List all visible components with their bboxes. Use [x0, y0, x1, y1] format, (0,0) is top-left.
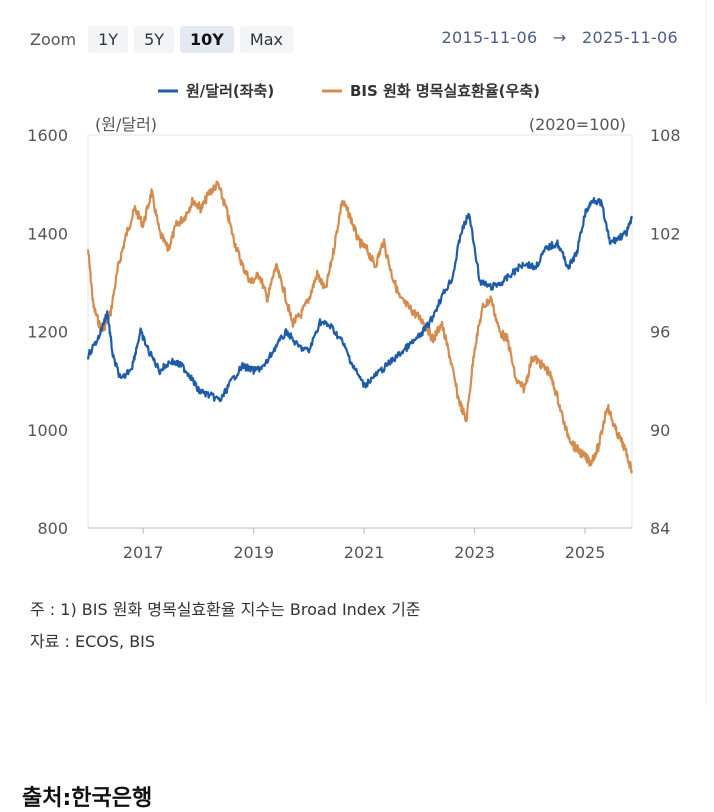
left-axis-ticks: 1600 1400 1200 1000 800 [27, 126, 68, 538]
x-tick-label: 2021 [344, 543, 385, 562]
range-end[interactable]: 2025-11-06 [582, 28, 678, 47]
plot-frame [87, 134, 633, 529]
source-caption: 출처:한국은행 [22, 786, 153, 811]
right-axis-ticks: 108 102 96 90 84 [650, 126, 681, 538]
chart-panel: Zoom 1Y 5Y 10Y Max 2015-11-06 → 2025-11-… [27, 0, 707, 705]
right-axis-unit: (2020=100) [529, 115, 626, 134]
line-chart: 원/달러(좌축) BIS 원화 명목실효환율(우축) (원/달러) (2020=… [27, 82, 681, 562]
left-axis-unit: (원/달러) [95, 115, 157, 134]
right-tick-label: 108 [650, 126, 681, 145]
right-tick-label: 84 [650, 519, 670, 538]
right-tick-label: 102 [650, 224, 681, 243]
zoom-1y-button[interactable]: 1Y [88, 25, 129, 53]
x-tick-label: 2023 [454, 543, 495, 562]
x-axis-ticks: 2017 2019 2021 2023 2025 [123, 528, 606, 562]
x-tick-label: 2025 [565, 543, 606, 562]
grid-lines [87, 134, 633, 529]
range-arrow: → [552, 28, 567, 47]
right-tick-label: 90 [650, 421, 670, 440]
data-source-note: 자료 : ECOS, BIS [30, 632, 156, 651]
right-tick-label: 96 [650, 323, 670, 342]
x-tick-label: 2019 [233, 543, 274, 562]
chart-legend: 원/달러(좌축) BIS 원화 명목실효환율(우축) [158, 82, 540, 100]
left-tick-label: 1000 [27, 421, 68, 440]
series-lines [86, 180, 634, 474]
footnote: 주 : 1) BIS 원화 명목실효환율 지수는 Broad Index 기준 [30, 600, 421, 619]
x-tick-label: 2017 [123, 543, 164, 562]
series-line-krw [86, 197, 634, 403]
zoom-max-button[interactable]: Max [239, 25, 293, 53]
zoom-5y-button[interactable]: 5Y [134, 25, 175, 53]
legend-label-bis[interactable]: BIS 원화 명목실효환율(우축) [350, 82, 540, 100]
left-tick-label: 800 [37, 519, 68, 538]
zoom-label: Zoom [30, 29, 77, 49]
date-range: 2015-11-06 → 2025-11-06 [442, 28, 678, 47]
legend-label-krw[interactable]: 원/달러(좌축) [186, 82, 274, 100]
series-line-bis [86, 180, 634, 474]
left-tick-label: 1400 [27, 224, 68, 243]
zoom-controls: Zoom 1Y 5Y 10Y Max [30, 24, 293, 54]
left-tick-label: 1600 [27, 126, 68, 145]
left-tick-label: 1200 [27, 323, 68, 342]
zoom-10y-button[interactable]: 10Y [180, 25, 234, 53]
range-start[interactable]: 2015-11-06 [441, 28, 538, 47]
